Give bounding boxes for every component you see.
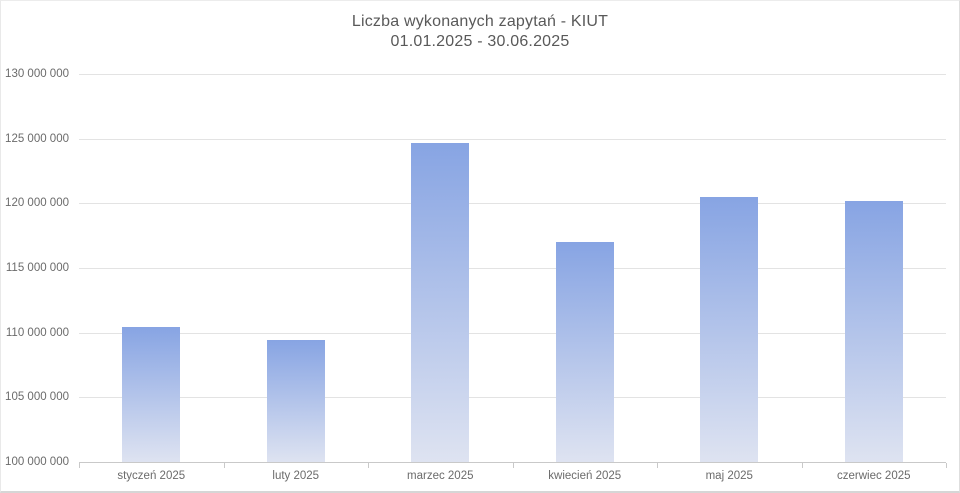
bar-maj bbox=[700, 196, 759, 462]
bar-kwiecień bbox=[555, 242, 614, 462]
gridline bbox=[79, 268, 946, 269]
x-tick-label: kwiecień 2025 bbox=[548, 470, 622, 482]
chart-title-line1: Liczba wykonanych zapytań - KIUT bbox=[351, 13, 609, 30]
x-tick-label: marzec 2025 bbox=[407, 470, 474, 482]
x-axis-tickmark bbox=[368, 463, 369, 468]
y-tick-label: 100 000 000 bbox=[5, 456, 69, 468]
y-tick-label: 130 000 000 bbox=[5, 68, 69, 80]
bar-luty bbox=[266, 340, 325, 462]
gridline bbox=[79, 74, 946, 75]
x-tick-label: maj 2025 bbox=[705, 470, 753, 482]
x-axis-tickmark bbox=[223, 463, 225, 468]
x-axis-tickmark bbox=[512, 463, 514, 468]
x-axis-tickmark bbox=[946, 463, 947, 468]
x-axis-line bbox=[79, 462, 946, 463]
y-tick-label: 105 000 000 bbox=[5, 391, 69, 404]
x-tick-label: styczeń 2025 bbox=[117, 470, 186, 482]
x-axis-tickmark bbox=[657, 463, 658, 468]
gridline bbox=[79, 397, 946, 399]
x-tick-label: czerwiec 2025 bbox=[836, 470, 911, 482]
y-tick-label: 120 000 000 bbox=[5, 197, 69, 210]
x-axis-tickmark bbox=[79, 463, 80, 468]
y-tick-label: 115 000 000 bbox=[5, 262, 69, 274]
bar-marzec bbox=[411, 142, 470, 462]
bar-styczeń bbox=[122, 327, 181, 462]
gridline bbox=[79, 203, 946, 205]
bar-czerwiec bbox=[844, 200, 903, 462]
y-tick-label: 125 000 000 bbox=[5, 132, 69, 145]
gridline bbox=[79, 138, 946, 140]
chart-title-line2: 01.01.2025 - 30.06.2025 bbox=[390, 33, 570, 50]
y-tick-label: 110 000 000 bbox=[5, 326, 69, 339]
gridline bbox=[79, 332, 946, 334]
x-axis-tickmark bbox=[801, 463, 803, 468]
x-tick-label: luty 2025 bbox=[272, 470, 320, 482]
chart-title: Liczba wykonanych zapytań - KIUT 01.01.2… bbox=[1, 12, 959, 52]
